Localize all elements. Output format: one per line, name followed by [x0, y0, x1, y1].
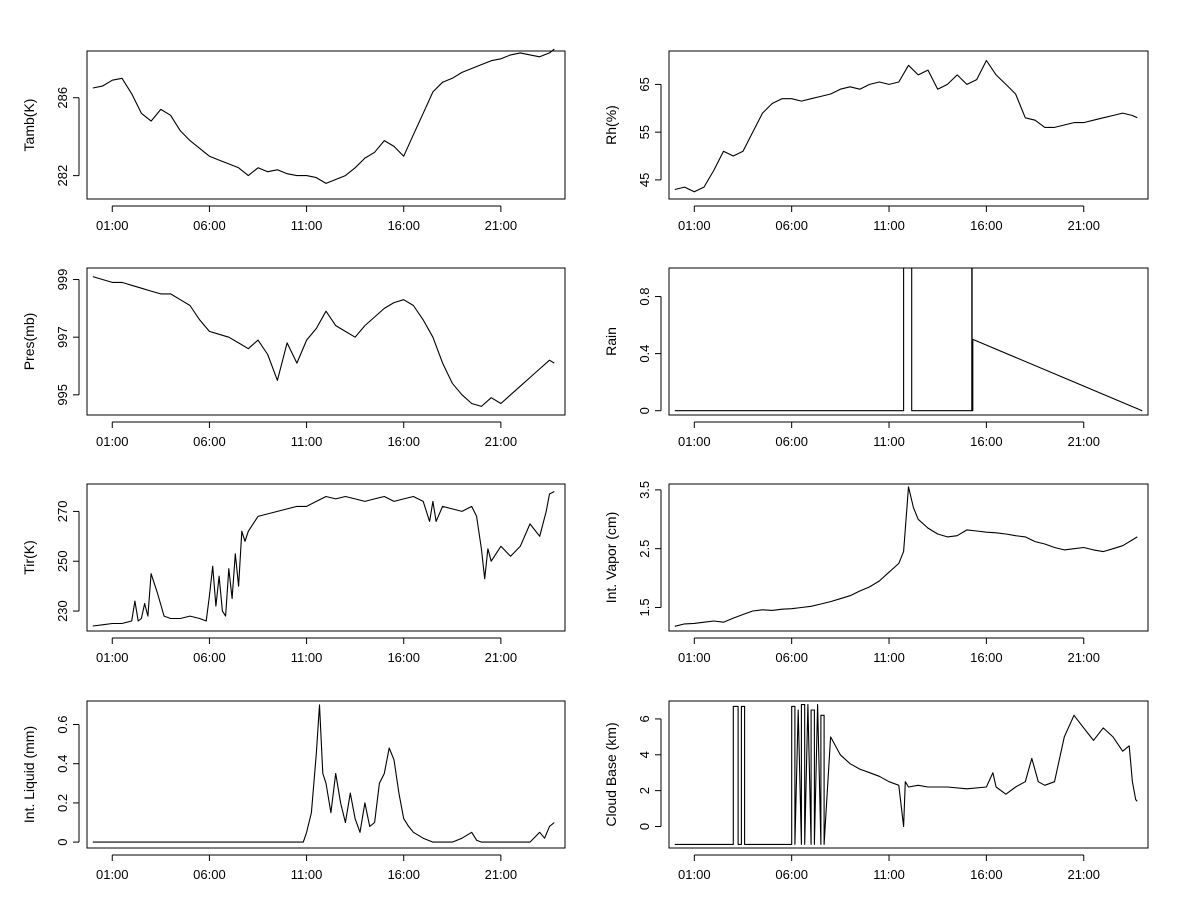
x-tick-label: 01:00 — [96, 218, 129, 233]
x-tick-label: 01:00 — [96, 434, 129, 449]
x-tick-label: 01:00 — [678, 650, 711, 665]
x-tick-label: 16:00 — [387, 434, 420, 449]
y-axis-label: Pres(mb) — [21, 313, 37, 371]
x-tick-label: 06:00 — [775, 434, 808, 449]
plot-frame — [668, 50, 1149, 200]
x-tick-label: 21:00 — [485, 434, 518, 449]
y-axis-label: Int. Liquid (mm) — [21, 726, 37, 823]
y-tick-label: 250 — [55, 550, 70, 572]
x-tick-label: 16:00 — [970, 218, 1003, 233]
plot-frame — [668, 267, 1149, 416]
y-tick-label: 0 — [55, 839, 70, 846]
series-line — [674, 486, 1138, 627]
y-tick-label: 0 — [637, 407, 652, 414]
x-tick-label: 16:00 — [970, 434, 1003, 449]
x-tick-label: 11:00 — [873, 434, 905, 449]
x-tick-label: 06:00 — [775, 650, 808, 665]
y-tick-label: 999 — [55, 269, 70, 291]
x-tick-label: 01:00 — [96, 867, 129, 882]
y-tick-label: 0.4 — [637, 345, 652, 363]
chart-panel: 01:00 06:00 11:00 16:00 21:00 995 997 999 Pres(m… — [21, 267, 566, 449]
y-tick-label: 2.5 — [637, 540, 652, 558]
x-tick-label: 21:00 — [1067, 218, 1100, 233]
y-axis-label: Rain — [603, 327, 619, 356]
y-axis-label: Tir(K) — [21, 540, 37, 574]
x-tick-label: 11:00 — [291, 434, 323, 449]
chart-panel: 01:00 06:00 11:00 16:00 21:00 1.5 2.5 3.5 Int. V… — [603, 481, 1149, 665]
plot-frame — [86, 483, 566, 632]
y-tick-label: 0.6 — [55, 715, 70, 733]
x-tick-label: 06:00 — [775, 867, 808, 882]
y-tick-label: 0 — [637, 823, 652, 830]
y-tick-label: 0.4 — [55, 755, 70, 773]
chart-panel: 01:00 06:00 11:00 16:00 21:00 45 55 65 Rh(%) — [603, 50, 1149, 233]
series-line — [674, 267, 1143, 412]
x-tick-label: 16:00 — [970, 650, 1003, 665]
x-tick-label: 21:00 — [485, 867, 518, 882]
y-tick-label: 282 — [55, 165, 70, 187]
y-tick-label: 2 — [637, 787, 652, 794]
y-tick-label: 55 — [637, 125, 652, 139]
y-tick-label: 0.2 — [55, 794, 70, 812]
x-tick-label: 06:00 — [193, 434, 226, 449]
chart-panel: 01:00 06:00 11:00 16:00 21:00 282 286 Tamb(K) — [21, 48, 566, 233]
series-line — [92, 276, 555, 407]
y-tick-label: 3.5 — [637, 481, 652, 499]
chart-panel: 01:00 06:00 11:00 16:00 21:00 230 250 270 Tir(K) — [21, 483, 566, 665]
x-tick-label: 21:00 — [1067, 867, 1100, 882]
y-tick-label: 4 — [637, 751, 652, 758]
plot-frame — [668, 483, 1149, 632]
series-line — [674, 59, 1138, 193]
x-tick-label: 11:00 — [873, 218, 905, 233]
y-tick-label: 286 — [55, 87, 70, 109]
series-line — [674, 704, 1138, 845]
y-tick-label: 65 — [637, 77, 652, 91]
y-tick-label: 230 — [55, 600, 70, 622]
y-tick-label: 0.8 — [637, 288, 652, 306]
x-tick-label: 01:00 — [678, 434, 711, 449]
y-axis-label: Rh(%) — [603, 105, 619, 145]
x-tick-label: 11:00 — [291, 650, 323, 665]
x-tick-label: 16:00 — [970, 867, 1003, 882]
plot-frame — [668, 700, 1149, 849]
x-tick-label: 16:00 — [387, 867, 420, 882]
y-tick-label: 997 — [55, 326, 70, 348]
x-tick-label: 11:00 — [291, 218, 323, 233]
chart-panel: 01:00 06:00 11:00 16:00 21:00 0 2 4 6 Cloud Base … — [603, 700, 1149, 882]
y-axis-label: Cloud Base (km) — [603, 722, 619, 826]
plot-frame — [86, 267, 566, 416]
series-line — [92, 48, 555, 184]
chart-panel: 01:00 06:00 11:00 16:00 21:00 0 0.4 0.8 Rain — [603, 267, 1149, 449]
plot-frame — [86, 50, 566, 200]
x-tick-label: 21:00 — [1067, 650, 1100, 665]
x-tick-label: 21:00 — [485, 218, 518, 233]
y-tick-label: 270 — [55, 501, 70, 523]
x-tick-label: 06:00 — [193, 867, 226, 882]
x-tick-label: 06:00 — [193, 218, 226, 233]
y-axis-label: Tamb(K) — [21, 99, 37, 152]
y-tick-label: 995 — [55, 384, 70, 406]
x-tick-label: 11:00 — [873, 867, 905, 882]
x-tick-label: 01:00 — [96, 650, 129, 665]
y-tick-label: 6 — [637, 715, 652, 722]
y-tick-label: 1.5 — [637, 598, 652, 616]
x-tick-label: 11:00 — [291, 867, 323, 882]
x-tick-label: 16:00 — [387, 650, 420, 665]
x-tick-label: 01:00 — [678, 218, 711, 233]
y-axis-label: Int. Vapor (cm) — [603, 512, 619, 604]
series-line — [92, 704, 555, 843]
x-tick-label: 01:00 — [678, 867, 711, 882]
x-tick-label: 21:00 — [485, 650, 518, 665]
x-tick-label: 16:00 — [387, 218, 420, 233]
x-tick-label: 21:00 — [1067, 434, 1100, 449]
y-tick-label: 45 — [637, 173, 652, 187]
x-tick-label: 06:00 — [775, 218, 808, 233]
x-tick-label: 06:00 — [193, 650, 226, 665]
x-tick-label: 11:00 — [873, 650, 905, 665]
plot-frame — [86, 700, 566, 849]
series-line — [92, 491, 555, 627]
chart-panel: 01:00 06:00 11:00 16:00 21:00 0 0.2 0.4 0.6 Int. … — [21, 700, 566, 882]
